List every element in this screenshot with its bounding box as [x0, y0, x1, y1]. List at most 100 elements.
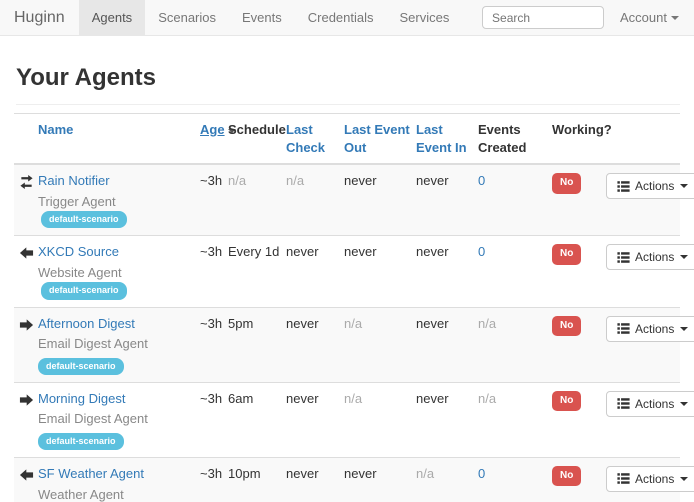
agent-row: Morning Digest Email Digest Agent defaul… [14, 381, 694, 458]
caret-down-icon [680, 255, 689, 260]
caret-down-icon [680, 476, 689, 481]
events-created-value: n/a [478, 390, 497, 406]
events-created-link[interactable]: 0 [478, 465, 486, 481]
agent-type: Weather Agent [38, 486, 124, 502]
agent-name-link[interactable]: XKCD Source [38, 244, 119, 260]
main-content: Your Agents Name Age Schedule Last Check… [0, 64, 694, 502]
exchange-arrows-icon [14, 172, 34, 190]
page-title: Your Agents [16, 64, 680, 105]
last-event-out-value: n/a [344, 315, 363, 331]
scenario-badge[interactable]: default-scenario [41, 211, 127, 229]
table-header-row: Name Age Schedule Last Check Last Event … [14, 113, 680, 166]
arrow-right-icon [14, 315, 34, 333]
header-last-event-out[interactable]: Last Event Out [344, 113, 416, 166]
age-value: ~3h [200, 465, 223, 481]
header-name[interactable]: Name [38, 113, 200, 166]
last-check-value: n/a [286, 173, 305, 189]
agent-type: Website Agent [38, 264, 122, 280]
working-status-badge: No [552, 173, 582, 194]
last-event-out-value: never [344, 244, 377, 260]
header-working: Working? [552, 113, 612, 166]
list-icon [617, 398, 630, 410]
age-value: ~3h [200, 390, 223, 406]
scenario-badge[interactable]: default-scenario [38, 432, 124, 450]
last-event-out-value: never [344, 173, 377, 189]
header-schedule: Schedule [228, 113, 286, 166]
last-event-out-value: n/a [344, 390, 363, 406]
working-status-badge: No [552, 390, 582, 412]
schedule-value: 6am [228, 390, 254, 406]
agent-name-link[interactable]: Afternoon Digest [38, 315, 135, 331]
last-event-in-value: never [416, 315, 449, 331]
last-event-in-value: never [416, 244, 449, 260]
working-status-badge: No [552, 244, 582, 265]
actions-button[interactable]: Actions [606, 244, 694, 271]
brand-logo[interactable]: Huginn [14, 9, 65, 26]
agents-table: Name Age Schedule Last Check Last Event … [14, 113, 694, 502]
age-value: ~3h [200, 173, 223, 189]
top-navbar: Huginn Agents Scenarios Events Credentia… [0, 0, 694, 36]
nav-item-services[interactable]: Services [399, 10, 450, 25]
header-age[interactable]: Age [200, 113, 236, 166]
last-event-in-value: never [416, 390, 449, 406]
search-input[interactable] [482, 6, 605, 29]
caret-down-icon [671, 16, 679, 21]
header-events-created: Events Created [478, 113, 552, 166]
actions-button[interactable]: Actions [606, 315, 694, 342]
age-value: ~3h [200, 315, 223, 331]
agent-name-link[interactable]: Rain Notifier [38, 173, 110, 189]
schedule-value: Every 1d [228, 244, 280, 260]
last-check-value: never [286, 315, 319, 331]
agent-name-link[interactable]: SF Weather Agent [38, 465, 144, 481]
last-event-in-value: never [416, 173, 449, 189]
list-icon [617, 252, 630, 263]
icon-column-header [14, 113, 38, 166]
last-check-value: never [286, 244, 319, 260]
header-last-check[interactable]: Last Check [286, 113, 344, 166]
list-icon [617, 323, 630, 334]
last-event-out-value: never [344, 465, 377, 481]
events-created-value: n/a [478, 315, 497, 331]
age-value: ~3h [200, 244, 223, 260]
caret-down-icon [680, 326, 689, 331]
agent-name-link[interactable]: Morning Digest [38, 390, 126, 406]
actions-button[interactable]: Actions [606, 465, 694, 492]
list-icon [617, 473, 630, 485]
agent-row: Rain Notifier Trigger Agent default-scena… [14, 163, 694, 236]
agent-row: XKCD Source Website Agent default-scenari… [14, 235, 694, 308]
events-created-link[interactable]: 0 [478, 173, 486, 189]
arrow-right-icon [14, 390, 34, 408]
actions-column-header [606, 113, 680, 166]
caret-down-icon [680, 184, 689, 189]
actions-button[interactable]: Actions [606, 390, 694, 417]
events-created-link[interactable]: 0 [478, 244, 486, 260]
arrow-left-icon [14, 465, 34, 483]
schedule-value: n/a [228, 173, 247, 189]
account-dropdown[interactable]: Account [604, 0, 694, 36]
nav-item-credentials[interactable]: Credentials [307, 10, 374, 25]
actions-button[interactable]: Actions [606, 173, 694, 200]
main-nav: Agents Scenarios Events Credentials Serv… [78, 0, 463, 35]
nav-item-events[interactable]: Events [242, 10, 282, 25]
working-status-badge: No [552, 315, 582, 337]
schedule-value: 10pm [228, 465, 261, 481]
agent-type: Email Digest Agent [38, 336, 148, 352]
caret-down-icon [680, 401, 689, 406]
scenario-badge[interactable]: default-scenario [41, 282, 127, 300]
last-check-value: never [286, 390, 319, 406]
agent-row: Afternoon Digest Email Digest Agent defa… [14, 306, 694, 383]
last-event-in-value: n/a [416, 465, 435, 481]
agent-type: Email Digest Agent [38, 411, 148, 427]
list-icon [617, 180, 630, 192]
arrow-left-icon [14, 243, 34, 261]
nav-item-scenarios[interactable]: Scenarios [158, 10, 216, 25]
agent-type: Trigger Agent [38, 193, 116, 209]
header-last-event-in[interactable]: Last Event In [416, 113, 478, 166]
schedule-value: 5pm [228, 315, 254, 331]
last-check-value: never [286, 465, 319, 481]
nav-item-agents[interactable]: Agents [78, 0, 146, 35]
working-status-badge: No [552, 465, 582, 487]
account-label: Account [620, 9, 667, 25]
agent-row: SF Weather Agent Weather Agentdefault-sc… [14, 456, 694, 502]
scenario-badge[interactable]: default-scenario [38, 357, 124, 375]
